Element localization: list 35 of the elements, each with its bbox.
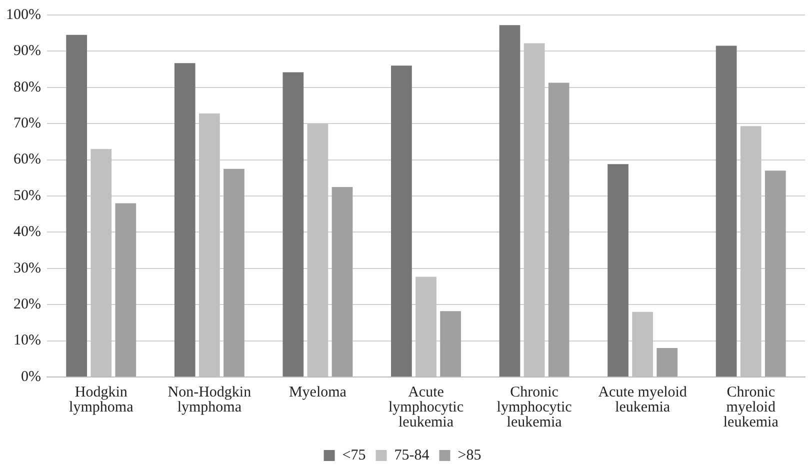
y-tick-label: 20%: [13, 296, 41, 313]
y-tick-label: 70%: [13, 116, 41, 132]
y-tick-label: 100%: [6, 6, 41, 23]
legend-label: <75: [342, 447, 366, 464]
x-tick-label: Myeloma: [288, 384, 347, 400]
bar: [548, 82, 570, 376]
bar: [656, 348, 678, 376]
y-tick-label: 0%: [20, 368, 41, 385]
bar: [499, 25, 520, 376]
x-tick-label: Chronic myeloid leukemia: [723, 384, 779, 430]
legend-label: >85: [458, 447, 482, 464]
bar: [174, 63, 196, 376]
bar: [224, 168, 244, 376]
bar: [115, 203, 136, 376]
x-tick-label: Acute myeloid leukemia: [598, 384, 688, 416]
y-tick-label: 40%: [13, 224, 41, 240]
y-tick-label: 30%: [13, 260, 41, 276]
bar: [332, 186, 353, 376]
x-tick-label: Non-Hodgkin lymphoma: [168, 384, 252, 416]
bar: [66, 34, 88, 376]
bar: [391, 66, 412, 376]
legend-label: 75-84: [394, 447, 430, 464]
y-tick-label: 90%: [13, 43, 41, 60]
x-tick-label: Chronic lymphocytic leukemia: [496, 384, 572, 430]
y-tick-label: 80%: [13, 79, 41, 96]
bar: [282, 72, 304, 376]
bar: [440, 311, 461, 376]
x-tick-label: Acute lymphocytic leukemia: [388, 384, 464, 430]
y-tick-label: 60%: [13, 152, 41, 168]
y-tick-label: 10%: [13, 332, 41, 349]
x-tick-label: Hodgkin lymphoma: [69, 384, 134, 416]
bar: [608, 164, 628, 376]
bar: [716, 46, 737, 376]
bar: [764, 170, 786, 376]
y-tick-label: 50%: [13, 188, 41, 204]
